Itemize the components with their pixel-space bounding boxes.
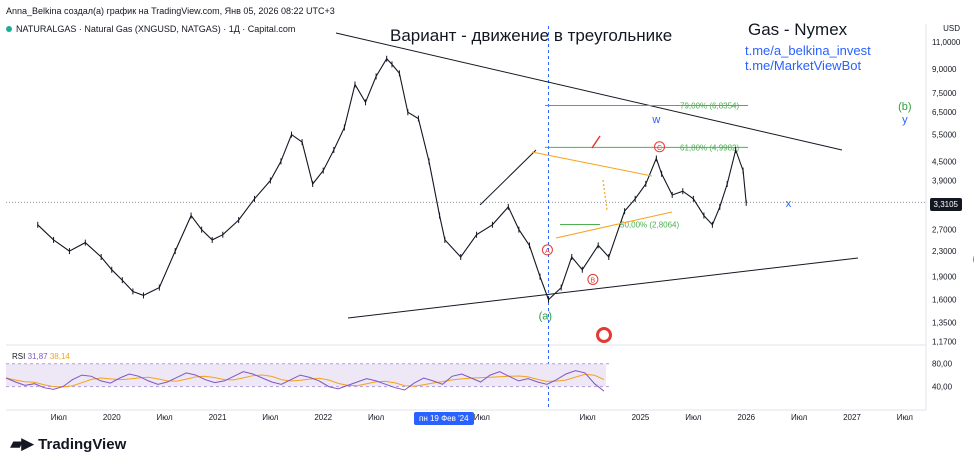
tradingview-wordmark: TradingView <box>38 435 127 453</box>
rsi-ma-line <box>5 373 605 388</box>
x-tick-label-0: Июл <box>51 413 68 422</box>
y-tick-label-6: 3,9000 <box>932 177 957 186</box>
wave-label-2: (c) <box>972 253 974 265</box>
currency-label: USD <box>943 24 960 33</box>
rsi-band <box>6 363 606 387</box>
crosshair-date-tag: пн 19 Фев '24 <box>414 412 474 425</box>
rsi-level-label-1: 40,00 <box>932 383 953 392</box>
x-tick-label-13: 2026 <box>737 413 755 422</box>
y-tick-label-5: 4,5000 <box>932 157 957 166</box>
x-tick-label-1: 2020 <box>103 413 121 422</box>
rsi-level-label-0: 80,00 <box>932 360 953 369</box>
rsi-ma-value: 38,14 <box>49 352 70 361</box>
wave-label-circle-8 <box>541 244 553 256</box>
rsi-legend[interactable]: RSI 31,87 38,14 <box>12 352 70 361</box>
chart-annotation-title: Вариант - движение в треугольнике <box>390 26 673 45</box>
y-tick-label-4: 5,5000 <box>932 131 957 140</box>
channel-upper <box>531 151 653 177</box>
wave-label-8: A <box>545 248 550 255</box>
y-tick-label-1: 9,0000 <box>932 65 957 74</box>
x-tick-label-5: 2022 <box>314 413 332 422</box>
y-tick-label-3: 6,5000 <box>932 108 957 117</box>
rsi-line <box>5 370 605 392</box>
symbol-label: NATURALGAS · Natural Gas (XNGUSD, NATGAS… <box>16 24 296 34</box>
x-tick-label-11: 2025 <box>632 413 650 422</box>
wave-label-circle-10 <box>654 141 666 153</box>
wave-label-5: w <box>651 114 660 126</box>
attribution: Anna_Belkina создал(а) график на Trading… <box>6 6 335 16</box>
symbol-info[interactable]: NATURALGAS · Natural Gas (XNGUSD, NATGAS… <box>6 24 295 34</box>
y-tick-label-2: 7,5000 <box>932 89 957 98</box>
x-tick-label-4: Июл <box>262 413 279 422</box>
x-tick-label-6: Июл <box>368 413 385 422</box>
wave-red-tip <box>591 135 601 149</box>
wave-label-1: (b) <box>898 101 911 113</box>
tradingview-mark-icon: ▰▶ <box>10 434 34 453</box>
rsi-value: 31,87 <box>27 352 48 361</box>
wave-label-0: (a) <box>539 310 552 322</box>
x-tick-label-14: Июл <box>791 413 808 422</box>
tradingview-logo[interactable]: ▰▶ TradingView <box>10 434 126 454</box>
wave-line-w <box>479 149 537 206</box>
x-tick-label-16: Июл <box>897 413 914 422</box>
price-series-line <box>37 57 747 301</box>
y-tick-label-8: 2,7000 <box>932 226 957 235</box>
x-tick-label-10: Июл <box>579 413 596 422</box>
x-tick-label-12: Июл <box>685 413 702 422</box>
telegram-link-2[interactable]: t.me/MarketViewBot <box>745 58 862 73</box>
y-tick-label-9: 2,3000 <box>932 247 957 256</box>
wave-label-6: y <box>902 114 908 126</box>
brand-label: Gas - Nymex <box>748 20 848 39</box>
wave-label-9: B <box>591 277 596 284</box>
fib-level-label-2: 50,00% (2,8064) <box>620 220 679 229</box>
y-tick-label-12: 1,3500 <box>932 318 957 327</box>
wave-label-7: x <box>786 198 792 210</box>
channel-lower <box>555 211 673 239</box>
event-flag-icon-inner <box>599 330 609 340</box>
triangle-lower-line <box>347 257 859 319</box>
last-price-tag: 3,3105 <box>929 198 962 211</box>
triangle-upper-line <box>335 32 843 151</box>
x-tick-label-3: 2021 <box>209 413 227 422</box>
y-tick-label-10: 1,9000 <box>932 273 957 282</box>
wave-label-circle-9 <box>587 273 599 285</box>
rsi-name: RSI <box>12 352 26 361</box>
telegram-link-1[interactable]: t.me/a_belkina_invest <box>745 43 871 58</box>
y-tick-label-0: 11,0000 <box>932 38 961 47</box>
wave-label-10: C <box>657 145 662 152</box>
status-dot-icon <box>6 26 12 32</box>
projection-arrow <box>602 179 608 211</box>
y-tick-label-13: 1,1700 <box>932 337 957 346</box>
y-tick-label-11: 1,6000 <box>932 296 957 305</box>
fib-level-label-1: 61,80% (4,9982) <box>680 143 739 152</box>
fib-level-label-0: 79,00% (6,8354) <box>680 102 739 111</box>
x-tick-label-8: Июл <box>474 413 491 422</box>
x-tick-label-15: 2027 <box>843 413 861 422</box>
x-tick-label-2: Июл <box>156 413 173 422</box>
